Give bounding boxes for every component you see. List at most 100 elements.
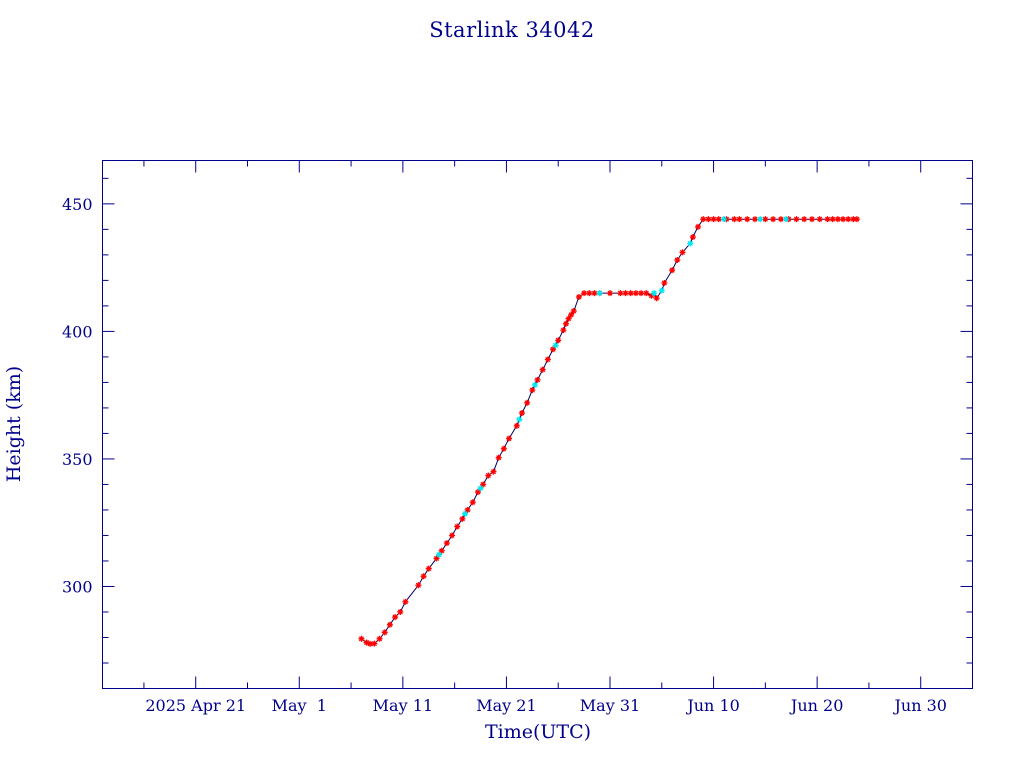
data-point <box>715 216 722 223</box>
data-point <box>469 499 476 506</box>
data-point <box>495 454 502 461</box>
x-tick-label: May 11 <box>373 696 433 715</box>
data-point <box>518 410 525 417</box>
data-point <box>757 216 764 223</box>
data-point <box>816 216 823 223</box>
data-point <box>462 510 468 517</box>
data-point <box>596 290 603 297</box>
data-point <box>638 290 645 297</box>
data-point <box>490 468 497 475</box>
x-tick-label: Jun 10 <box>685 696 739 715</box>
data-point <box>436 551 443 558</box>
data-point <box>420 573 427 580</box>
data-point <box>568 311 575 318</box>
data-point <box>513 422 520 429</box>
data-point <box>552 342 559 349</box>
data-point <box>793 216 800 223</box>
data-point <box>744 216 751 223</box>
data-point <box>853 216 860 223</box>
data-point <box>381 629 388 636</box>
data-point <box>720 216 727 223</box>
data-point <box>808 216 815 223</box>
y-axis-tick-labels: 300 350 400 450 <box>62 195 93 597</box>
data-point <box>402 598 409 605</box>
data-point <box>531 381 538 388</box>
y-tick-label: 350 <box>62 450 93 469</box>
data-point <box>829 216 836 223</box>
data-point <box>762 216 769 223</box>
series-secondary-markers <box>436 216 790 558</box>
data-point <box>544 356 551 363</box>
data-point <box>560 327 567 334</box>
data-point <box>516 416 523 423</box>
data-point <box>581 290 588 297</box>
data-point <box>459 515 466 522</box>
data-point <box>700 216 707 223</box>
data-point <box>562 320 569 327</box>
data-point <box>834 216 841 223</box>
data-point <box>371 640 378 647</box>
data-point <box>358 635 365 642</box>
chart-title: Starlink 34042 <box>429 18 595 42</box>
height-trend-line <box>361 218 857 645</box>
data-point <box>397 608 404 615</box>
data-point <box>845 216 852 223</box>
data-point <box>777 216 784 223</box>
y-tick-label: 450 <box>62 195 93 214</box>
data-point <box>565 315 572 322</box>
data-point <box>524 399 531 406</box>
data-point <box>622 290 629 297</box>
data-point <box>555 337 562 344</box>
data-point <box>643 290 650 297</box>
data-point <box>783 216 790 223</box>
data-point <box>534 376 541 383</box>
y-tick-label: 300 <box>62 577 93 596</box>
x-axis-ticks <box>143 160 973 689</box>
x-tick-label: May 21 <box>476 696 536 715</box>
data-point <box>438 547 445 554</box>
data-point <box>474 489 481 496</box>
data-point <box>500 445 507 452</box>
x-tick-label: Jun 30 <box>892 696 946 715</box>
data-point <box>506 435 513 442</box>
data-point <box>464 506 471 513</box>
data-point <box>477 485 484 492</box>
data-point <box>550 346 557 353</box>
data-point <box>736 216 743 223</box>
x-tick-label: May 1 <box>272 696 327 715</box>
data-point <box>752 216 758 223</box>
data-point <box>705 216 712 223</box>
data-point <box>627 290 634 297</box>
data-point <box>607 290 613 297</box>
data-point <box>449 532 456 539</box>
data-point <box>485 472 492 479</box>
data-point <box>376 635 383 642</box>
data-point <box>824 216 831 223</box>
data-point <box>575 293 582 300</box>
data-point <box>689 234 696 241</box>
data-point <box>386 621 393 628</box>
y-axis-ticks <box>102 177 973 664</box>
data-point <box>632 290 639 297</box>
data-point <box>658 287 665 294</box>
data-point <box>586 290 593 297</box>
data-point <box>415 582 422 589</box>
data-point <box>443 540 450 547</box>
y-tick-label: 400 <box>62 322 93 341</box>
data-point <box>710 216 717 223</box>
y-axis-label: Height (km) <box>3 366 25 482</box>
x-axis-label: Time(UTC) <box>485 721 591 743</box>
data-point <box>653 295 660 302</box>
x-tick-label: May 31 <box>580 696 640 715</box>
data-point <box>840 216 847 223</box>
data-point <box>679 249 686 256</box>
data-point <box>539 366 546 373</box>
data-point <box>392 614 399 621</box>
data-point <box>529 387 536 394</box>
x-tick-label: 2025 Apr 21 <box>145 696 246 715</box>
data-point <box>433 555 440 562</box>
data-point <box>425 565 432 572</box>
data-point <box>687 240 694 247</box>
data-point <box>801 216 808 223</box>
